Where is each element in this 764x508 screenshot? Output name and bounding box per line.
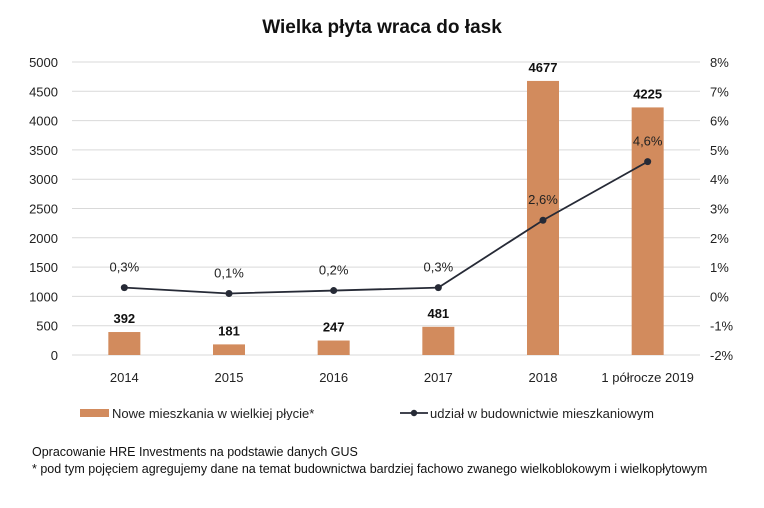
line-value-label: 0,3% <box>424 260 454 275</box>
x-tick-label: 1 półrocze 2019 <box>601 370 694 385</box>
y-left-tick-label: 4000 <box>29 114 58 129</box>
line-point <box>539 216 547 224</box>
bar-value-label: 4225 <box>633 86 662 101</box>
bar-value-label: 247 <box>323 320 345 335</box>
line-point <box>644 158 652 166</box>
y-left-tick-label: 3500 <box>29 143 58 158</box>
legend-bar-swatch <box>80 409 109 417</box>
y-left-tick-label: 1000 <box>29 289 58 304</box>
y-left-tick-label: 2500 <box>29 202 58 217</box>
y-right-tick-label: 1% <box>710 260 729 275</box>
line-point <box>330 287 338 295</box>
y-left-tick-label: 5000 <box>29 55 58 70</box>
footnote: * pod tym pojęciem agregujemy dane na te… <box>32 462 708 476</box>
line-value-label: 0,1% <box>214 265 244 280</box>
x-tick-label: 2016 <box>319 370 348 385</box>
line-point <box>225 289 233 297</box>
y-right-tick-label: -2% <box>710 348 734 363</box>
x-tick-label: 2017 <box>424 370 453 385</box>
legend-line-label: udział w budownictwie mieszkaniowym <box>430 406 654 420</box>
line-value-label: 0,2% <box>319 263 349 278</box>
bar-value-label: 181 <box>218 323 240 338</box>
y-left-tick-label: 3000 <box>29 172 58 187</box>
line-value-label: 4,6% <box>633 134 663 149</box>
chart: Wielka płyta wraca do łask 0 500 1000 1500 20… <box>29 17 734 420</box>
line-value-label: 2,6% <box>528 192 558 207</box>
line-series <box>124 160 649 295</box>
chart-title: Wielka płyta wraca do łask <box>262 17 502 38</box>
y-right-tick-label: 0% <box>710 289 729 304</box>
bar <box>317 340 350 355</box>
line-point <box>434 284 442 292</box>
y-left-tick-label: 4500 <box>29 84 58 99</box>
y-right-tick-label: 8% <box>710 55 729 70</box>
bar <box>108 332 141 355</box>
bar <box>422 326 455 355</box>
bar <box>213 344 245 355</box>
x-tick-label: 2015 <box>215 370 244 385</box>
legend-line-marker <box>410 409 418 417</box>
y-right-tick-label: 6% <box>710 114 729 129</box>
y-right-tick-label: 7% <box>710 84 729 99</box>
y-right-tick-label: 2% <box>710 231 729 246</box>
bar-value-label: 4677 <box>529 60 558 75</box>
y-right-tick-label: 3% <box>710 202 729 217</box>
y-left-tick-label: 1500 <box>29 260 58 275</box>
y-right-tick-label: 4% <box>710 172 729 187</box>
line-point <box>120 284 128 292</box>
bar-value-label: 481 <box>427 306 449 321</box>
source-note: Opracowanie HRE Investments na podstawie… <box>32 445 358 459</box>
y-right-tick-label: -1% <box>710 319 734 334</box>
legend-bar-label: Nowe mieszkania w wielkiej płycie* <box>112 406 314 420</box>
y-left-tick-label: 0 <box>51 348 58 363</box>
x-tick-label: 2018 <box>529 370 558 385</box>
line-value-label: 0,3% <box>110 260 140 275</box>
y-right-tick-label: 5% <box>710 143 729 158</box>
y-left-tick-label: 2000 <box>29 231 58 246</box>
bar <box>631 107 664 355</box>
bar-value-label: 392 <box>113 311 135 326</box>
y-left-tick-label: 500 <box>36 319 58 334</box>
x-tick-label: 2014 <box>110 370 139 385</box>
